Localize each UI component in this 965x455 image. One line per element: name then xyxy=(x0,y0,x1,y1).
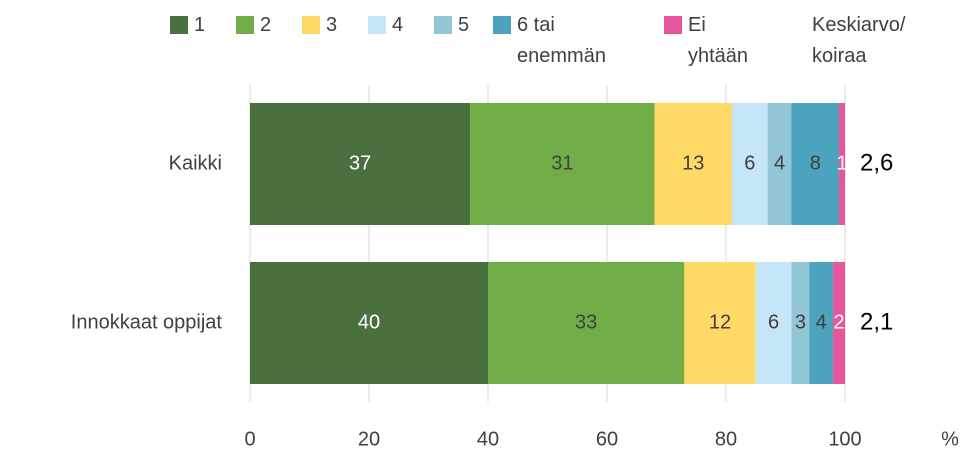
x-tick-label: 80 xyxy=(715,428,737,450)
data-label: 4 xyxy=(816,311,827,333)
data-label: 12 xyxy=(709,311,731,333)
data-label: 3 xyxy=(795,311,806,333)
bar-segment xyxy=(755,262,792,384)
bar-segment xyxy=(791,262,810,384)
x-tick-label: 0 xyxy=(244,428,255,450)
data-label: 8 xyxy=(810,152,821,174)
data-label: 6 xyxy=(744,152,755,174)
x-tick-label: 40 xyxy=(477,428,499,450)
legend-label: 1 xyxy=(194,14,205,36)
data-label: 4 xyxy=(774,152,785,174)
x-tick-label: 60 xyxy=(596,428,618,450)
bar-segment xyxy=(731,103,768,225)
data-label: 6 xyxy=(768,311,779,333)
y-tick-label: Innokkaat oppijat xyxy=(71,311,223,333)
data-label: 40 xyxy=(358,311,380,333)
data-label: 13 xyxy=(682,152,704,174)
x-tick-label: 100 xyxy=(828,428,861,450)
data-label: 31 xyxy=(551,152,573,174)
bar-segment xyxy=(470,103,655,225)
legend-label: 6 tai enemmän xyxy=(517,14,606,67)
data-label: 1 xyxy=(836,152,847,174)
bar-segment xyxy=(839,103,845,225)
legend-swatch xyxy=(434,16,452,34)
x-tick-label: 20 xyxy=(358,428,380,450)
legend-label: 2 xyxy=(260,14,271,36)
data-label: 37 xyxy=(349,152,371,174)
legend-swatch xyxy=(236,16,254,34)
bar-segment xyxy=(488,262,685,384)
bar-segment xyxy=(250,103,471,225)
legend-label: Keskiarvo/koiraa xyxy=(812,14,906,67)
legend-swatch xyxy=(368,16,386,34)
bar-segment xyxy=(250,262,488,384)
legend-swatch xyxy=(664,16,682,34)
average-label: 2,6 xyxy=(860,149,893,176)
average-label: 2,1 xyxy=(860,308,893,335)
data-label: 33 xyxy=(575,311,597,333)
legend-swatch xyxy=(493,16,511,34)
legend-label: 4 xyxy=(392,14,403,36)
bar-segment xyxy=(684,262,756,384)
legend-label: 3 xyxy=(326,14,337,36)
bar-segment xyxy=(833,262,845,384)
legend-label: Ei yhtään xyxy=(688,14,748,67)
legend-label: 5 xyxy=(458,14,469,36)
y-tick-label: Kaikki xyxy=(169,152,222,174)
legend-swatch xyxy=(302,16,320,34)
bar-segment xyxy=(654,103,732,225)
bar-segment xyxy=(767,103,792,225)
bar-segment xyxy=(791,103,840,225)
data-label: 2 xyxy=(833,311,844,333)
x-axis-label: % xyxy=(941,428,959,450)
bar-segment xyxy=(809,262,834,384)
legend-swatch xyxy=(170,16,188,34)
